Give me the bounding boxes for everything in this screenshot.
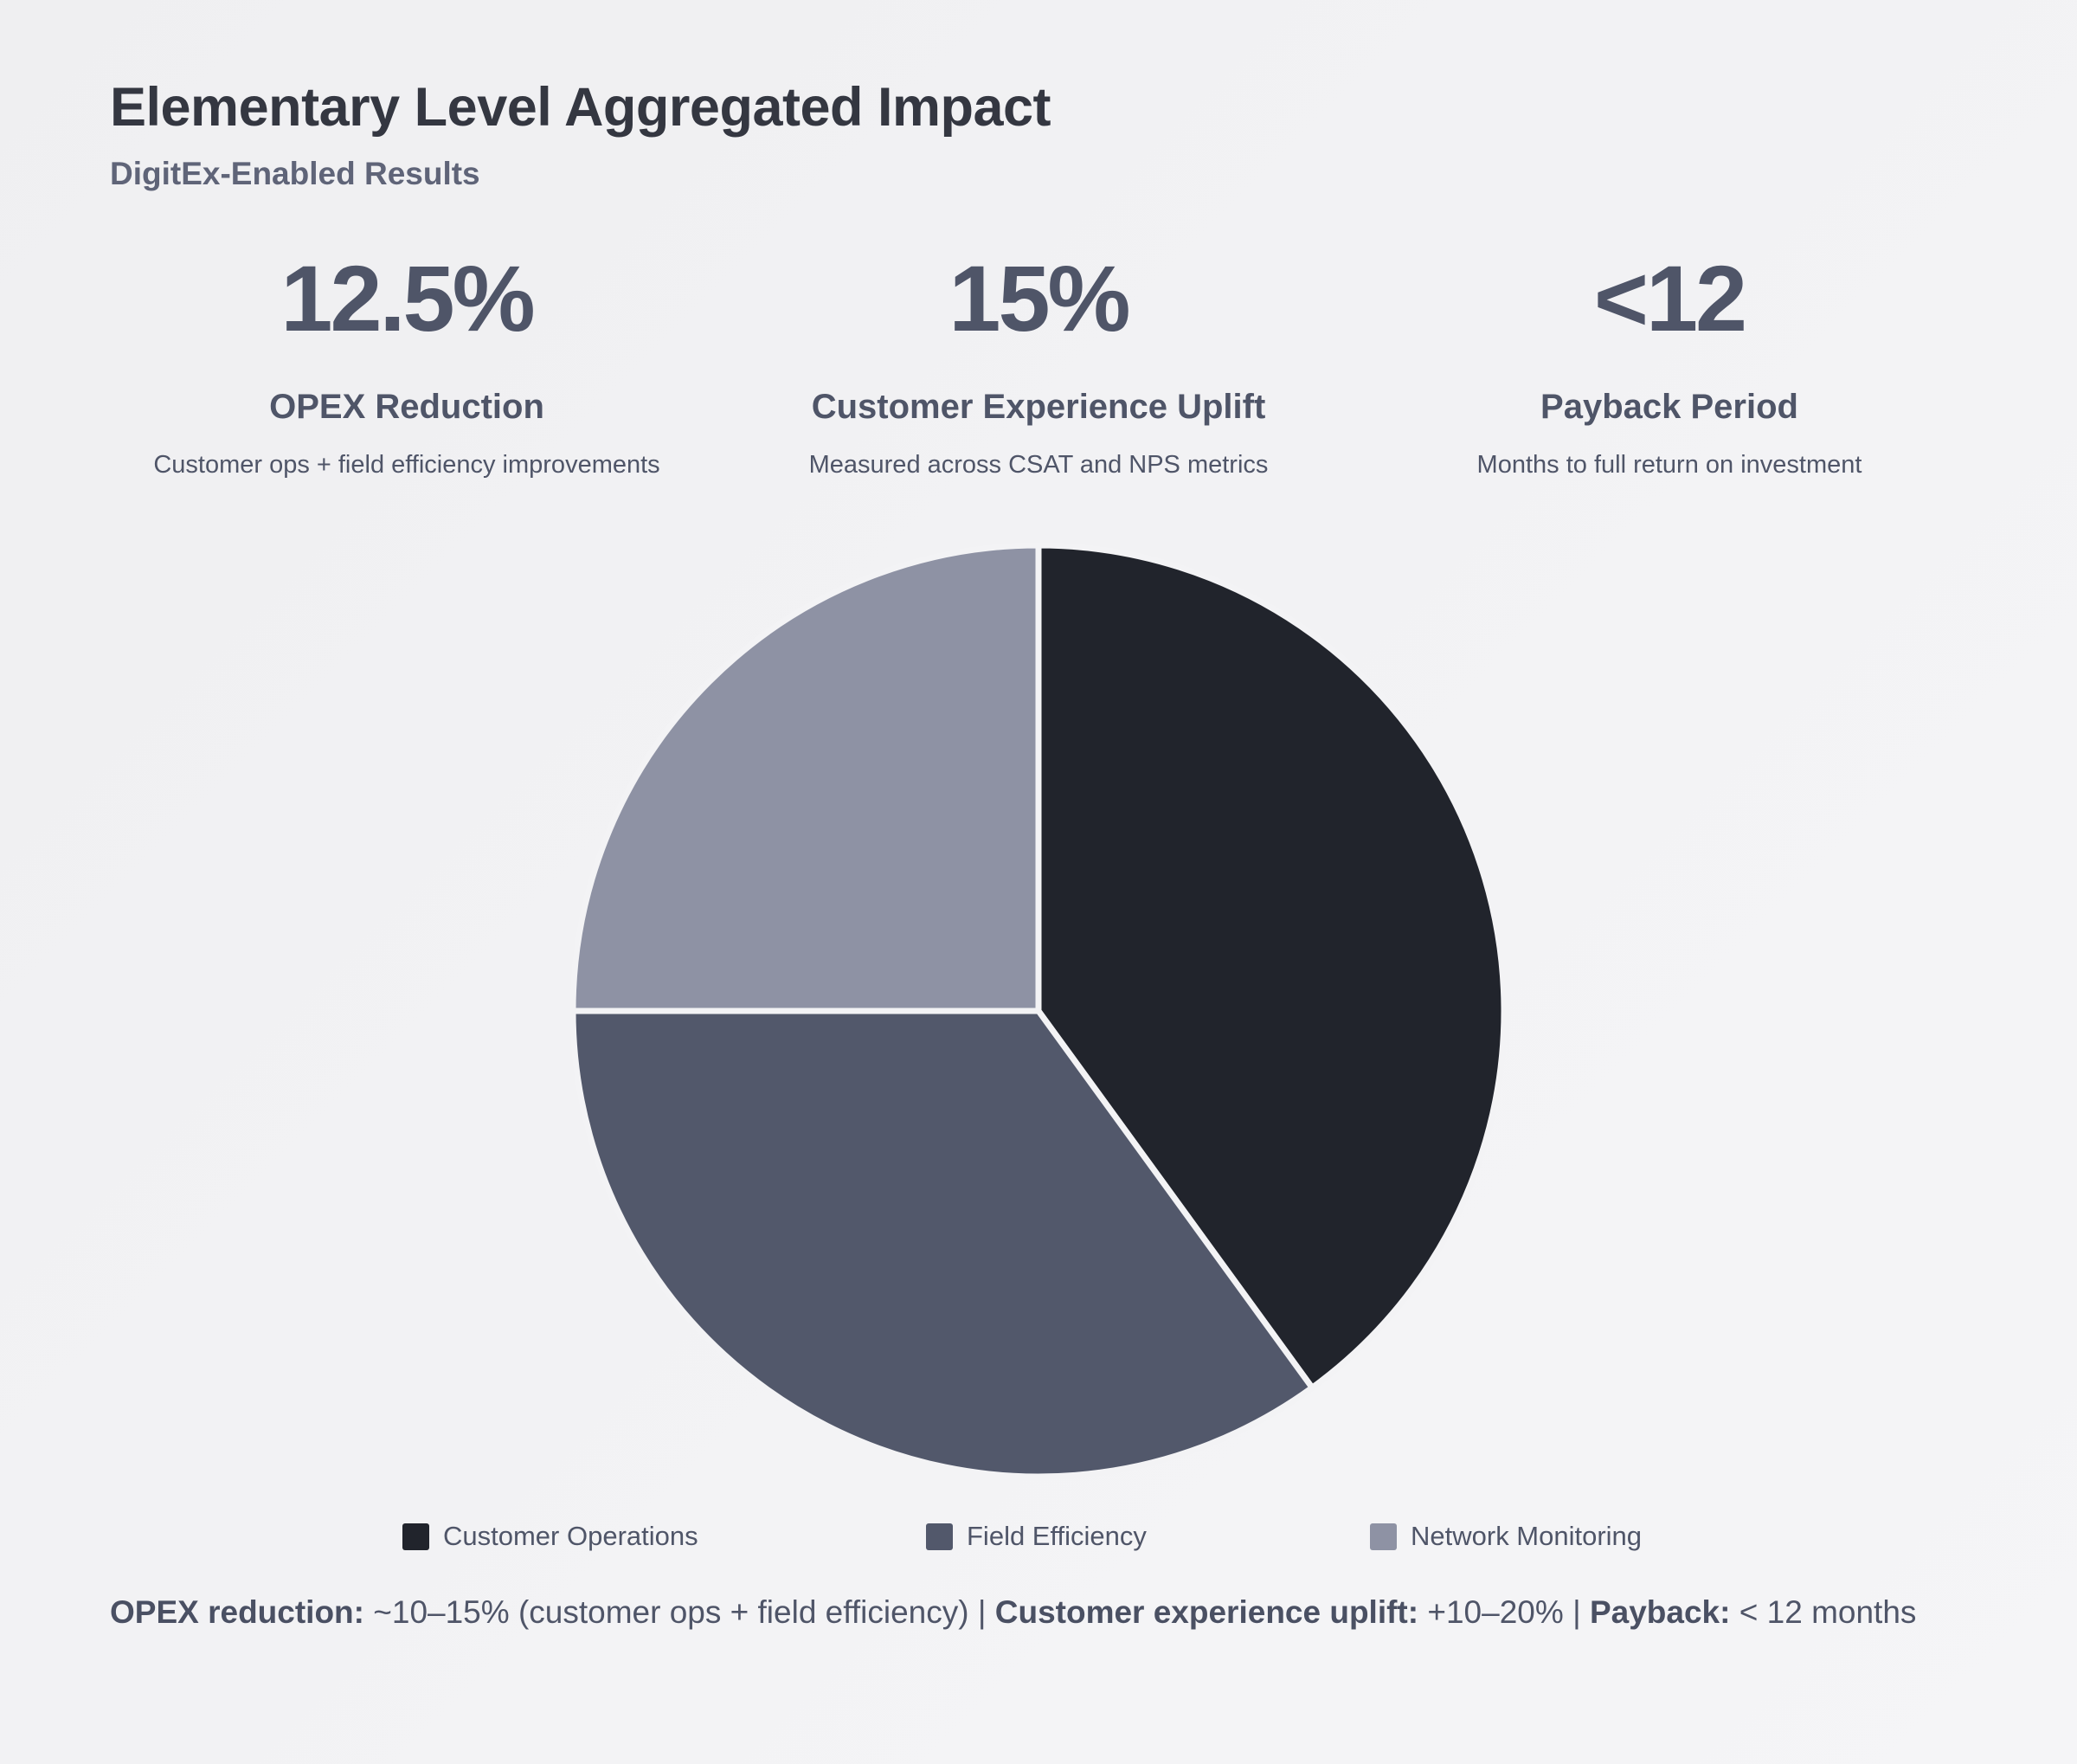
kpi-value: 12.5% xyxy=(280,246,535,351)
pie-chart xyxy=(569,542,1508,1480)
kpi-payback: <12 Payback Period Months to full return… xyxy=(1358,242,1981,480)
separator: | xyxy=(977,1594,995,1630)
kpi-description: Measured across CSAT and NPS metrics xyxy=(808,451,1269,479)
kpi-description: Customer ops + field efficiency improvem… xyxy=(153,451,660,479)
separator: | xyxy=(1572,1594,1590,1630)
summary-footer: OPEX reduction: ~10–15% (customer ops + … xyxy=(110,1586,1971,1638)
pie-slice-field-efficiency[interactable] xyxy=(569,1008,1315,1480)
legend-item-field-efficiency[interactable]: Field Efficiency xyxy=(926,1521,1147,1552)
pie-slice-network-monitoring[interactable] xyxy=(569,542,1042,1014)
kpi-label: Payback Period xyxy=(1540,388,1798,426)
opex-value: ~10–15% (customer ops + field efficiency… xyxy=(363,1594,978,1630)
payback-value: < 12 months xyxy=(1730,1594,1917,1630)
pie-slice-customer-operations[interactable] xyxy=(1035,542,1508,1391)
kpi-opex: 12.5% OPEX Reduction Customer ops + fiel… xyxy=(95,242,718,480)
legend-item-network-monitoring[interactable]: Network Monitoring xyxy=(1370,1521,1642,1552)
kpi-label: Customer Experience Uplift xyxy=(811,388,1266,426)
page-subtitle: DigitEx-Enabled Results xyxy=(110,156,480,191)
legend-swatch xyxy=(926,1523,953,1550)
legend-item-customer-operations[interactable]: Customer Operations xyxy=(402,1521,698,1552)
legend-label: Field Efficiency xyxy=(967,1521,1147,1551)
kpi-description: Months to full return on investment xyxy=(1476,451,1862,479)
legend-label: Customer Operations xyxy=(443,1521,698,1551)
legend-label: Network Monitoring xyxy=(1411,1521,1643,1551)
legend-swatch xyxy=(402,1523,429,1550)
legend-swatch xyxy=(1370,1523,1397,1550)
page-title: Elementary Level Aggregated Impact xyxy=(110,77,1051,138)
kpi-label: OPEX Reduction xyxy=(269,388,544,426)
kpi-value: <12 xyxy=(1593,246,1747,351)
cx-value: +10–20% xyxy=(1418,1594,1573,1630)
kpi-cx: 15% Customer Experience Uplift Measured … xyxy=(727,242,1350,480)
payback-label: Payback: xyxy=(1589,1594,1731,1630)
opex-label: OPEX reduction: xyxy=(110,1594,364,1630)
cx-label: Customer experience uplift: xyxy=(994,1594,1419,1630)
kpi-value: 15% xyxy=(948,246,1130,351)
